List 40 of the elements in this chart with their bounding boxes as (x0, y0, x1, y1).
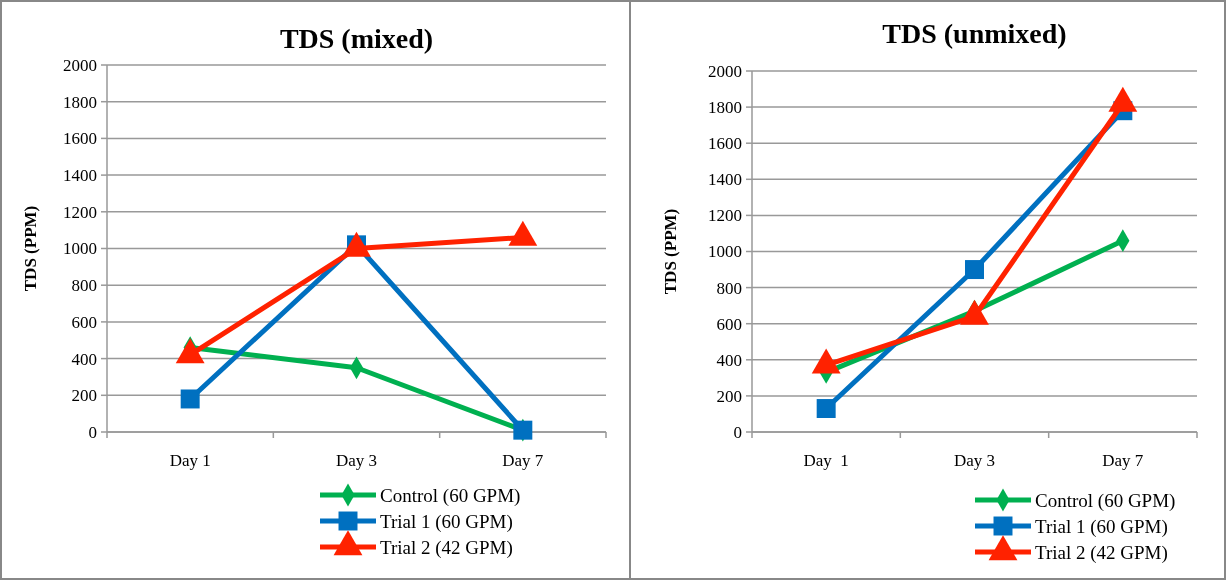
y-tick-label: 1000 (708, 242, 742, 262)
legend-label: Control (60 GPM) (380, 484, 521, 507)
chart-title: TDS (unmixed) (882, 18, 1067, 49)
legend-label: Control (60 GPM) (1035, 489, 1176, 512)
chart-title: TDS (mixed) (279, 23, 434, 54)
y-tick-label: 0 (88, 422, 97, 442)
y-tick-label: 1200 (708, 206, 742, 226)
y-tick-label: 1000 (63, 239, 97, 259)
y-tick-label: 600 (71, 312, 97, 332)
x-tick-label: Day 1 (803, 451, 849, 470)
y-tick-label: 400 (71, 349, 97, 369)
y-tick-label: 2000 (63, 55, 97, 75)
x-tick-label: Day 7 (502, 451, 544, 470)
point (965, 260, 984, 280)
point (816, 399, 836, 419)
x-tick-label: Day 3 (335, 451, 378, 470)
y-tick-label: 200 (71, 386, 97, 406)
y-tick-label: 1200 (63, 202, 97, 222)
y-tick-label: 1400 (63, 166, 97, 186)
y-tick-label: 1400 (708, 170, 742, 190)
x-tick-label: Day 1 (169, 451, 211, 470)
legend-label: Trial 1 (60 GPM) (1035, 515, 1168, 538)
y-tick-label: 1800 (708, 98, 742, 118)
legend-label: Trial 1 (60 GPM) (380, 510, 513, 533)
x-tick-label: Day 3 (953, 451, 996, 470)
y-tick-label: 800 (716, 278, 742, 298)
y-tick-label: 600 (716, 314, 742, 334)
x-tick-label: Day 7 (1102, 451, 1144, 470)
legend-label: Trial 2 (42 GPM) (380, 536, 513, 559)
y-tick-label: 1600 (708, 134, 742, 154)
y-tick-label: 200 (716, 386, 742, 406)
y-tick-label: 400 (716, 350, 742, 370)
y-axis-title: TDS (PPM) (660, 208, 680, 295)
y-tick-label: 0 (733, 422, 742, 442)
y-tick-label: 1600 (63, 129, 97, 149)
legend-label: Trial 2 (42 GPM) (1035, 541, 1168, 564)
y-tick-label: 800 (71, 276, 97, 296)
y-axis-title: TDS (PPM) (20, 205, 40, 292)
y-tick-label: 2000 (708, 61, 742, 81)
y-tick-label: 1800 (63, 92, 97, 112)
